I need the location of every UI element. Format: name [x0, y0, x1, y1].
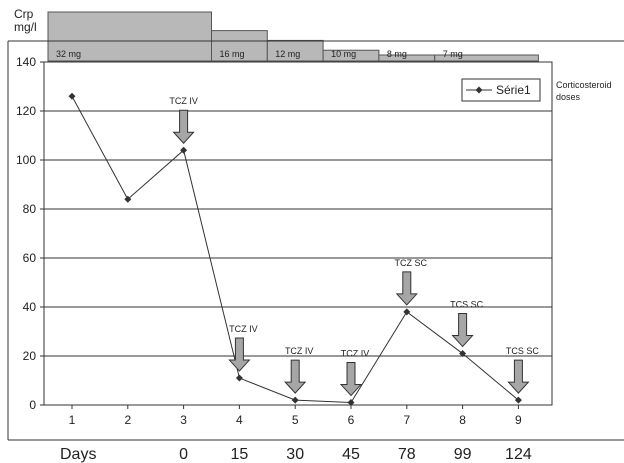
legend-marker [475, 86, 483, 94]
day-value: 78 [398, 446, 416, 463]
y-tick-label: 40 [23, 300, 37, 314]
dose-label: 32 mg [56, 49, 81, 59]
treatment-label: TCZ IV [341, 349, 370, 359]
x-tick-label: 8 [459, 413, 466, 427]
series-line [68, 92, 522, 407]
day-value: 45 [342, 446, 360, 463]
dose-label: 12 mg [275, 49, 300, 59]
y-axis-title: mg/l [14, 20, 37, 34]
legend-label: Série1 [496, 83, 531, 97]
treatment-label: TCS SC [506, 346, 540, 356]
data-point [180, 146, 188, 154]
data-point [68, 92, 76, 100]
data-point [291, 396, 299, 404]
x-tick-label: 5 [292, 413, 299, 427]
treatment-label: TCZ IV [229, 324, 258, 334]
treatment-label: TCS SC [450, 300, 484, 310]
treatment-label: TCZ IV [285, 346, 314, 356]
side-label: doses [556, 92, 581, 102]
y-tick-label: 140 [16, 55, 36, 69]
treatment-label: TCZ SC [395, 258, 428, 268]
x-tick-label: 9 [515, 413, 522, 427]
dose-label: 16 mg [220, 49, 245, 59]
y-tick-label: 0 [29, 398, 36, 412]
series-line-Série1 [71, 96, 519, 404]
treatment-label: TCZ IV [169, 96, 198, 106]
treatment-arrow [228, 337, 251, 372]
data-point [235, 374, 243, 382]
data-point [347, 399, 355, 407]
day-value: 124 [505, 446, 532, 463]
y-tick-label: 60 [23, 251, 37, 265]
day-value: 15 [231, 446, 249, 463]
treatment-arrow [451, 313, 474, 348]
data-point [403, 308, 411, 316]
x-tick-label: 7 [403, 413, 410, 427]
treatment-arrow [395, 271, 418, 306]
treatment-arrow [284, 359, 307, 394]
gridlines [44, 110, 552, 357]
day-value: 30 [286, 446, 304, 463]
treatment-arrow [507, 359, 530, 394]
treatment-arrow [339, 362, 363, 397]
dose-bar [47, 11, 212, 62]
y-axis-title: Crp [14, 7, 34, 21]
dose-bars: 32 mg 16 mg 12 mg 10 mg 8 mg 7 mg [47, 11, 539, 62]
dose-bar [434, 54, 539, 62]
dose-label: 10 mg [331, 49, 356, 59]
dose-label: 8 mg [387, 49, 407, 59]
annotations: TCZ IV TCZ IV TCZ IV TCZ IV TCZ SC TCS SC TCS … [169, 96, 540, 397]
data-point [514, 396, 522, 404]
data-point [124, 195, 132, 203]
x-tick-label: 1 [69, 413, 76, 427]
x-tick-label: 4 [236, 413, 243, 427]
treatment-arrow [172, 109, 195, 144]
x-tick-label: 2 [124, 413, 131, 427]
x-tick-label: 6 [348, 413, 355, 427]
side-label: Corticosteroid [556, 80, 612, 90]
legend: Série1 [461, 78, 541, 102]
data-point [459, 350, 467, 358]
y-tick-label: 80 [23, 202, 37, 216]
day-value: 0 [179, 446, 188, 463]
y-tick-label: 100 [16, 153, 36, 167]
x-tick-label: 3 [180, 413, 187, 427]
days-row: Days 0 15 30 45 78 99 124 [60, 446, 532, 463]
plot-area [43, 61, 553, 406]
dose-bar [211, 30, 268, 62]
plot-frame [7, 40, 624, 441]
dose-label: 7 mg [443, 49, 463, 59]
day-value: 99 [454, 446, 472, 463]
legend-box [461, 78, 541, 102]
y-tick-label: 20 [23, 349, 37, 363]
y-tick-label: 120 [16, 104, 36, 118]
days-label: Days [60, 446, 96, 463]
